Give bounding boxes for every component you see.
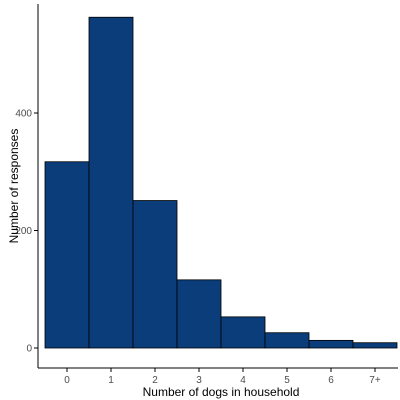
x-tick-label-6: 6 xyxy=(328,375,334,386)
bar-0 xyxy=(44,161,90,349)
bar-2 xyxy=(132,200,178,349)
x-tick-label-7+: 7+ xyxy=(369,375,381,386)
x-axis-ticks: 0 1 2 3 4 5 6 7+ xyxy=(64,368,381,386)
x-tick-label-2: 2 xyxy=(152,375,158,386)
bar-5 xyxy=(264,332,310,349)
bar-1 xyxy=(88,16,134,349)
bar-6 xyxy=(308,339,354,349)
bar-4 xyxy=(220,316,266,349)
y-axis-title: Number of responses xyxy=(7,129,21,244)
x-tick-label-3: 3 xyxy=(196,375,202,386)
y-tick-label-400: 400 xyxy=(15,109,32,120)
x-tick-label-5: 5 xyxy=(284,375,290,386)
bar-7+ xyxy=(352,342,398,349)
bars xyxy=(44,16,398,349)
bar-3 xyxy=(176,279,222,349)
x-tick-label-0: 0 xyxy=(64,375,70,386)
x-axis-title: Number of dogs in household xyxy=(143,385,300,399)
y-tick-label-0: 0 xyxy=(26,344,32,355)
y-axis-ticks: 0 200 400 xyxy=(15,109,38,355)
x-tick-label-1: 1 xyxy=(108,375,114,386)
x-tick-label-4: 4 xyxy=(240,375,246,386)
y-tick-label-200: 200 xyxy=(15,226,32,237)
